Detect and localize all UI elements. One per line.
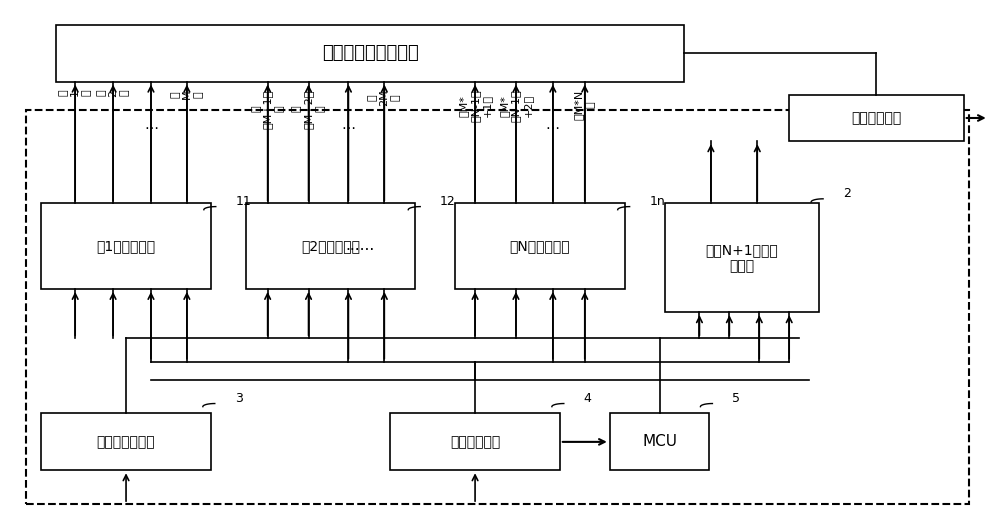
Text: 2: 2: [843, 188, 851, 201]
Text: 第M*
（N-1）
+1路: 第M* （N-1） +1路: [458, 90, 492, 122]
Text: 恒流源驱动电路: 恒流源驱动电路: [97, 435, 155, 449]
Text: 第（N+1）组测
量通路: 第（N+1）组测 量通路: [705, 243, 778, 273]
Text: 第
2
路: 第 2 路: [96, 90, 130, 96]
Bar: [41, 204, 211, 289]
Text: 多路待测火工品负载: 多路待测火工品负载: [322, 44, 419, 62]
Text: …: …: [546, 118, 560, 132]
Bar: [455, 204, 625, 289]
Text: 5: 5: [732, 392, 740, 405]
Bar: [246, 204, 415, 289]
Text: 4: 4: [584, 392, 592, 405]
Text: 第
1
路: 第 1 路: [59, 90, 92, 96]
Bar: [390, 413, 560, 470]
Text: …: …: [341, 118, 355, 132]
Bar: [610, 413, 709, 470]
Text: 电压测量电路: 电压测量电路: [450, 435, 500, 449]
Text: 第M*N
路: 第M*N 路: [574, 90, 596, 120]
Text: ......: ......: [346, 239, 375, 254]
Bar: [789, 95, 964, 141]
Text: MCU: MCU: [642, 435, 677, 450]
Text: 第2组测量通路: 第2组测量通路: [301, 239, 360, 253]
Text: 1n: 1n: [650, 195, 665, 208]
Bar: [56, 24, 684, 82]
Text: 12: 12: [440, 195, 456, 208]
Bar: [665, 204, 819, 312]
Text: 第
M
路: 第 M 路: [170, 90, 203, 99]
Text: 第1组测量通路: 第1组测量通路: [96, 239, 156, 253]
Text: 第N组测量通路: 第N组测量通路: [510, 239, 570, 253]
Text: 第
（M+2）
路: 第 （M+2） 路: [292, 90, 325, 129]
Text: 第
（M+1）
路: 第 （M+1） 路: [251, 90, 284, 129]
Text: 3: 3: [235, 392, 243, 405]
Text: …: …: [144, 118, 158, 132]
Text: 电路自带负载: 电路自带负载: [851, 111, 902, 125]
Bar: [41, 413, 211, 470]
Text: 11: 11: [236, 195, 251, 208]
Text: 第M*
（N-1）
+2路: 第M* （N-1） +2路: [499, 90, 533, 122]
Text: 第
2M
路: 第 2M 路: [368, 90, 401, 106]
Bar: [26, 110, 969, 504]
